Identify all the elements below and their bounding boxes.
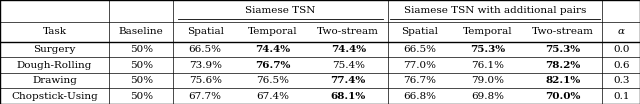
- Text: 69.8%: 69.8%: [471, 92, 504, 101]
- Text: 50%: 50%: [130, 76, 153, 85]
- Text: Chopstick-Using: Chopstick-Using: [12, 92, 98, 101]
- Text: 74.4%: 74.4%: [255, 45, 291, 54]
- Text: 77.0%: 77.0%: [403, 61, 436, 69]
- Text: 76.7%: 76.7%: [403, 76, 436, 85]
- Text: 67.4%: 67.4%: [257, 92, 289, 101]
- Text: 68.1%: 68.1%: [331, 92, 366, 101]
- Text: 66.5%: 66.5%: [403, 45, 436, 54]
- Text: 50%: 50%: [130, 61, 153, 69]
- Text: 82.1%: 82.1%: [545, 76, 580, 85]
- Text: 75.3%: 75.3%: [470, 45, 505, 54]
- Text: Baseline: Baseline: [119, 27, 164, 36]
- Text: 50%: 50%: [130, 92, 153, 101]
- Text: 75.3%: 75.3%: [545, 45, 580, 54]
- Text: 79.0%: 79.0%: [471, 76, 504, 85]
- Text: 0.1: 0.1: [613, 92, 629, 101]
- Text: Siamese TSN with additional pairs: Siamese TSN with additional pairs: [404, 6, 586, 15]
- Text: 0.3: 0.3: [613, 76, 629, 85]
- Text: 70.0%: 70.0%: [545, 92, 580, 101]
- Text: 75.6%: 75.6%: [189, 76, 221, 85]
- Text: Dough-Rolling: Dough-Rolling: [17, 61, 92, 69]
- Text: 76.1%: 76.1%: [471, 61, 504, 69]
- Text: Temporal: Temporal: [463, 27, 513, 36]
- Text: 67.7%: 67.7%: [189, 92, 221, 101]
- Text: 77.4%: 77.4%: [331, 76, 366, 85]
- Text: 50%: 50%: [130, 45, 153, 54]
- Text: 0.0: 0.0: [613, 45, 629, 54]
- Text: Temporal: Temporal: [248, 27, 298, 36]
- Text: Two-stream: Two-stream: [532, 27, 594, 36]
- Text: 73.9%: 73.9%: [189, 61, 221, 69]
- Text: Surgery: Surgery: [33, 45, 76, 54]
- Text: 74.4%: 74.4%: [331, 45, 366, 54]
- Text: 76.7%: 76.7%: [255, 61, 291, 69]
- Text: α: α: [618, 27, 625, 36]
- Text: 75.4%: 75.4%: [332, 61, 365, 69]
- Text: Spatial: Spatial: [187, 27, 223, 36]
- Text: 66.8%: 66.8%: [403, 92, 436, 101]
- Text: Task: Task: [43, 27, 67, 36]
- Text: 66.5%: 66.5%: [189, 45, 221, 54]
- Text: Spatial: Spatial: [401, 27, 438, 36]
- Text: 78.2%: 78.2%: [545, 61, 580, 69]
- Text: Two-stream: Two-stream: [317, 27, 379, 36]
- Text: Drawing: Drawing: [32, 76, 77, 85]
- Text: 0.6: 0.6: [613, 61, 629, 69]
- Text: 76.5%: 76.5%: [257, 76, 289, 85]
- Text: Siamese TSN: Siamese TSN: [245, 6, 316, 15]
